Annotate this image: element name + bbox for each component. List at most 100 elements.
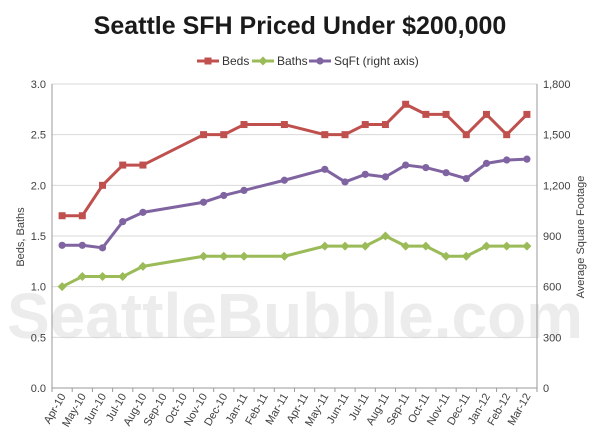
data-point bbox=[199, 198, 208, 206]
y-tick-label-left: 3.0 bbox=[31, 79, 46, 91]
data-point bbox=[482, 110, 490, 118]
data-point bbox=[280, 176, 288, 184]
data-point bbox=[78, 241, 86, 249]
y-axis-title-right: Average Square Footage bbox=[575, 176, 587, 299]
data-point bbox=[442, 110, 450, 118]
data-point bbox=[380, 231, 390, 241]
y-axis-left: 0.0 0.5 1.0 1.5 2.0 2.5 3.0 bbox=[31, 79, 53, 395]
y-tick-label-left: 2.5 bbox=[31, 130, 46, 142]
data-point bbox=[78, 212, 86, 220]
data-point bbox=[422, 110, 430, 118]
data-point bbox=[381, 173, 390, 181]
data-point bbox=[402, 100, 410, 108]
y-tick-label-left: 0.0 bbox=[31, 383, 46, 395]
data-point bbox=[320, 241, 330, 251]
data-point bbox=[522, 241, 532, 251]
data-point bbox=[58, 241, 66, 249]
legend-item: Beds bbox=[197, 54, 249, 68]
data-point bbox=[98, 272, 108, 282]
legend-item: Baths bbox=[252, 54, 308, 68]
data-point bbox=[502, 241, 512, 251]
series-0 bbox=[58, 100, 531, 220]
data-point bbox=[240, 121, 248, 129]
y-axis-right: 0 300 600 900 1,200 1,500 1,800 bbox=[536, 79, 571, 395]
data-point bbox=[442, 169, 450, 177]
y-tick-label-left: 1.5 bbox=[31, 231, 46, 243]
data-point bbox=[280, 121, 288, 129]
series-line bbox=[62, 102, 528, 218]
data-point bbox=[321, 165, 329, 173]
plot-area: SeattleBubble.com bbox=[7, 83, 583, 389]
legend: Beds Baths SqFt (right axis) bbox=[197, 54, 419, 68]
data-point bbox=[481, 241, 491, 251]
data-point bbox=[240, 186, 248, 194]
y-tick-label-right: 900 bbox=[543, 231, 561, 243]
y-tick-label-right: 0 bbox=[543, 383, 549, 395]
data-point bbox=[279, 251, 289, 261]
data-point bbox=[99, 181, 107, 189]
data-point bbox=[220, 191, 228, 200]
data-point bbox=[341, 178, 349, 186]
legend-label: SqFt (right axis) bbox=[334, 54, 419, 68]
data-point bbox=[523, 110, 531, 118]
data-point bbox=[57, 282, 67, 292]
series-1 bbox=[57, 231, 532, 292]
data-point bbox=[361, 121, 369, 129]
legend-marker bbox=[316, 57, 324, 65]
y-axis-title-left: Beds, Baths bbox=[15, 207, 27, 267]
data-point bbox=[119, 161, 127, 169]
y-tick-label-right: 1,500 bbox=[543, 130, 571, 142]
data-point bbox=[421, 241, 431, 251]
data-point bbox=[139, 208, 147, 216]
data-point bbox=[199, 251, 209, 261]
y-tick-label-left: 0.5 bbox=[31, 332, 46, 344]
series-layer bbox=[57, 100, 532, 292]
data-point bbox=[98, 244, 107, 252]
data-point bbox=[219, 251, 229, 261]
legend-item: SqFt (right axis) bbox=[309, 54, 419, 68]
chart-title: Seattle SFH Priced Under $200,000 bbox=[94, 12, 507, 40]
data-point bbox=[462, 174, 470, 183]
data-point bbox=[523, 155, 531, 163]
data-point bbox=[482, 159, 491, 167]
data-point bbox=[422, 164, 430, 172]
y-tick-label-left: 2.0 bbox=[31, 180, 46, 192]
legend-marker bbox=[258, 56, 268, 66]
data-point bbox=[461, 251, 471, 261]
data-point bbox=[220, 131, 228, 139]
data-point bbox=[77, 272, 87, 282]
data-point bbox=[503, 156, 511, 164]
y-tick-label-right: 1,200 bbox=[543, 180, 571, 192]
series-2 bbox=[58, 155, 531, 252]
data-point bbox=[503, 131, 511, 139]
data-point bbox=[118, 272, 128, 282]
data-point bbox=[321, 131, 329, 139]
y-tick-label-right: 300 bbox=[543, 332, 561, 344]
data-point bbox=[340, 241, 350, 251]
data-point bbox=[139, 161, 147, 169]
data-point bbox=[381, 121, 389, 129]
y-tick-label-left: 1.0 bbox=[31, 282, 46, 294]
y-tick-label-right: 1,800 bbox=[543, 79, 571, 91]
x-axis: Apr-10May-10Jun-10Jul-10Aug-10Sep-10Oct-… bbox=[42, 388, 538, 429]
data-point bbox=[402, 161, 410, 169]
legend-label: Beds bbox=[222, 54, 249, 68]
watermark-text: SeattleBubble.com bbox=[7, 280, 583, 352]
legend-marker bbox=[204, 57, 212, 65]
data-point bbox=[462, 131, 470, 139]
data-point bbox=[360, 241, 370, 251]
series-line bbox=[62, 157, 527, 250]
data-point bbox=[441, 251, 451, 261]
data-point bbox=[401, 241, 411, 251]
data-point bbox=[239, 251, 249, 261]
data-point bbox=[200, 131, 208, 139]
data-point bbox=[138, 261, 148, 271]
data-point bbox=[58, 212, 66, 220]
y-tick-label-right: 600 bbox=[543, 282, 561, 294]
data-point bbox=[119, 218, 127, 226]
data-point bbox=[341, 131, 349, 139]
data-point bbox=[361, 170, 369, 178]
legend-label: Baths bbox=[277, 54, 308, 68]
